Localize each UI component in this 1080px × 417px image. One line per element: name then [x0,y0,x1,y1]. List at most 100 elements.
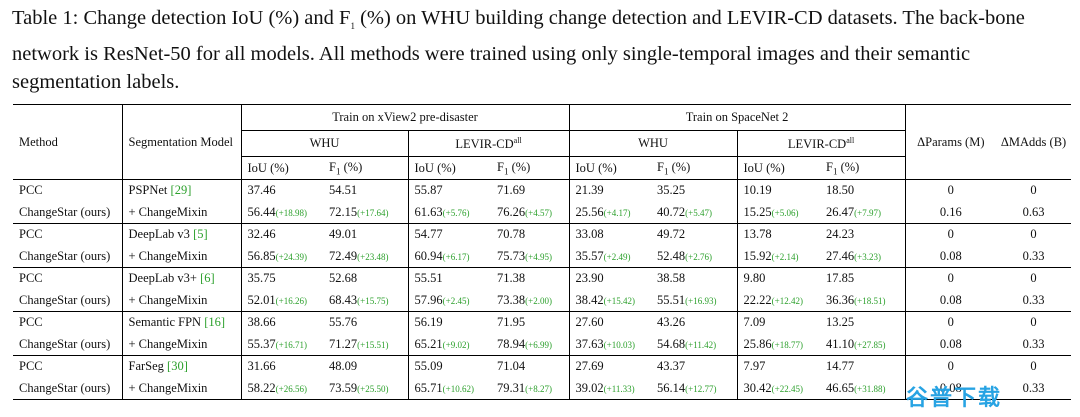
metric-cell: 35.75 [240,267,323,290]
segmentation-model-cell: Semantic FPN [16] [121,311,241,334]
header-f1-prefix: F [329,159,336,174]
metric-gain: (+2.45) [442,295,470,306]
metric-value: 70.78 [497,227,526,242]
header-f1: F1 (%) [820,156,906,180]
metric-gain: (+10.03) [603,339,635,350]
metric-cell: 52.01(+16.26) [240,289,323,312]
metric-value: 27.69 [575,359,604,374]
metric-value: 13.78 [743,227,772,242]
metric-cell: 71.95 [491,311,570,334]
metric-value: 78.94 [497,336,526,351]
delta-madds-cell: 0 [996,267,1072,290]
metric-value: 71.95 [497,315,526,330]
metric-value: 76.26 [497,204,526,219]
metric-gain: (+26.56) [275,383,307,394]
metric-gain: (+2.49) [603,251,631,262]
model-name: PSPNet [128,183,168,198]
table-row-baseline: PCC PSPNet [29] 37.46 54.51 55.87 71.69 21.39 3… [13,179,1071,202]
metric-value: 49.01 [329,227,358,242]
metric-gain: (+6.99) [525,339,552,350]
metric-cell: 18.50 [820,180,905,202]
caption-f1-sub: 1 [350,21,355,32]
metric-value: 27.46 [826,248,855,263]
metric-cell: 25.86(+18.77) [736,333,821,356]
metric-cell: 73.38(+2.00) [491,290,569,312]
header-f1-suffix: (%) [668,159,691,174]
metric-cell: 55.37(+16.71) [240,333,323,356]
method-cell: ChangeStar (ours) [19,292,111,307]
header-levir-sup: all [846,135,855,145]
metric-gain: (+15.42) [603,295,635,306]
metric-value: 55.51 [657,292,686,307]
metric-cell: 68.43(+15.75) [323,290,408,312]
metric-cell: 58.22(+26.56) [240,377,323,400]
caption-label: Table 1: [12,7,79,29]
metric-value: 41.10 [826,336,855,351]
metric-value: 38.66 [247,315,276,330]
delta-madds-cell: 0.33 [1022,336,1045,351]
delta-madds-cell: 0 [996,355,1072,378]
metric-value: 65.71 [414,380,443,395]
metric-gain: (+22.45) [771,383,803,394]
metric-value: 54.68 [657,336,686,351]
citation-link[interactable]: [29] [170,183,192,198]
method-cell: PCC [13,223,122,246]
metric-value: 65.21 [414,336,443,351]
metric-cell: 54.68(+11.42) [651,334,737,356]
metric-cell: 55.87 [407,179,491,202]
segmentation-model-cell: + ChangeMixin [121,377,241,400]
header-levir-label: LEVIR-CD [455,136,514,151]
metric-cell: 71.27(+15.51) [323,334,408,356]
metric-value: 37.63 [575,336,604,351]
metric-value: 68.43 [329,292,358,307]
header-group-xview2: Train on xView2 pre-disaster [240,104,570,131]
metric-cell: 71.38 [491,267,570,290]
method-cell: PCC [13,311,122,334]
metric-cell: 52.48(+2.76) [651,246,737,268]
metric-cell: 7.09 [736,311,821,334]
metric-cell: 27.46(+3.23) [820,246,905,268]
metric-cell: 40.72(+5.47) [651,202,737,224]
header-segmentation-model: Segmentation Model [121,104,241,180]
metric-value: 60.94 [414,248,443,263]
segmentation-model-cell: PSPNet [29] [121,179,241,202]
metric-value: 35.75 [247,271,276,286]
metric-cell: 71.04 [491,355,570,378]
metric-value: 43.37 [657,359,686,374]
metric-value: 27.60 [575,315,604,330]
metric-cell: 41.10(+27.85) [820,334,905,356]
metric-value: 57.96 [414,292,443,307]
metric-cell: 27.69 [568,355,652,378]
metric-value: 56.19 [414,315,443,330]
table-row-changestar: ChangeStar (ours) + ChangeMixin 55.37(+16.… [13,333,1071,356]
metric-cell: 13.25 [820,311,906,334]
metric-value: 15.25 [743,204,772,219]
method-cell: ChangeStar (ours) [13,377,122,400]
header-method: Method [13,104,122,180]
header-f1-sub: 1 [335,166,341,177]
delta-madds-cell: 0.63 [1022,204,1045,219]
citation-link[interactable]: [30] [167,359,188,374]
metric-cell: 24.23 [820,223,906,246]
citation-link[interactable]: [16] [204,315,226,330]
header-levir-sup: all [513,135,522,145]
metric-cell: 39.02(+11.33) [568,377,652,400]
method-cell: PCC [13,355,122,378]
metric-cell: 54.51 [323,180,408,202]
table-row-changestar: ChangeStar (ours) + ChangeMixin 56.44(+18.… [13,201,1071,224]
delta-madds-cell: 0 [996,311,1072,334]
metric-value: 38.58 [657,271,686,286]
metric-value: 26.47 [826,204,855,219]
metric-cell: 55.51 [407,267,491,290]
citation-link[interactable]: [5] [193,227,208,242]
metric-gain: (+10.62) [442,383,474,394]
metric-cell: 21.39 [568,179,652,202]
model-name: + ChangeMixin [128,292,208,307]
header-iou: IoU (%) [240,156,323,180]
metric-value: 56.85 [247,248,276,263]
citation-link[interactable]: [6] [200,271,215,286]
metric-value: 71.69 [497,183,526,198]
metric-cell: 14.77 [820,355,906,378]
metric-cell: 55.76 [323,311,408,334]
segmentation-model-cell: DeepLab v3 [5] [121,223,241,246]
